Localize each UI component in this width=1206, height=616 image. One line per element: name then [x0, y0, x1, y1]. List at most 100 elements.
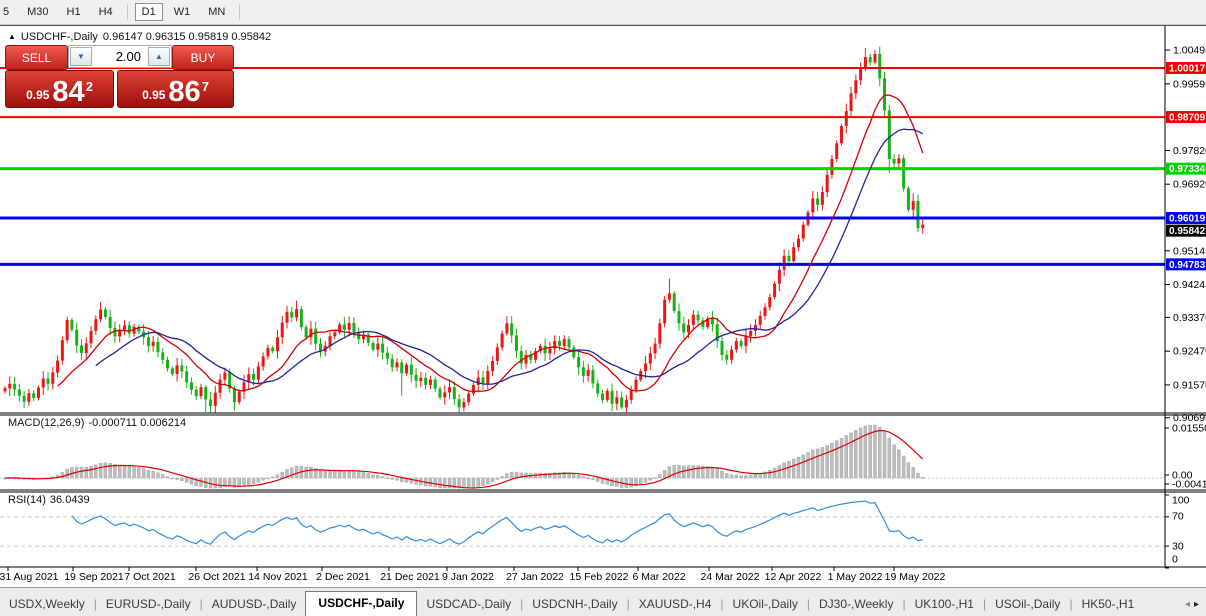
- rsi-axis-label: 30: [1172, 541, 1184, 553]
- tab-scroll-arrows: ◂▸: [1185, 599, 1203, 610]
- timeframe-toolbar: 5 M30 H1 H4 D1 W1 MN: [0, 0, 1206, 25]
- tab-scroll-right-icon[interactable]: ▸: [1193, 599, 1203, 610]
- date-tick-label: 15 Feb 2022: [570, 571, 629, 583]
- volume-stepper: ▼ 2.00 ▲: [68, 45, 172, 68]
- date-tick-label: 21 Dec 2021: [380, 571, 440, 583]
- tab-usdchf-daily[interactable]: USDCHF-,Daily: [305, 591, 418, 616]
- macd-panel[interactable]: [0, 424, 1165, 489]
- price-badge-label: 0.97334: [1169, 164, 1206, 175]
- tab-separator: |: [626, 597, 630, 611]
- sell-button[interactable]: SELL: [5, 45, 68, 70]
- tab-hk50-h1[interactable]: HK50-,H1: [1081, 597, 1135, 611]
- collapse-triangle-icon[interactable]: ▲: [8, 31, 16, 41]
- tab-usdcnh-daily[interactable]: USDCNH-,Daily: [532, 597, 618, 611]
- timeframe-button-d1[interactable]: D1: [134, 3, 163, 21]
- timeframe-button-w1[interactable]: W1: [173, 6, 191, 18]
- timeframe-button-m5[interactable]: 5: [3, 6, 10, 18]
- tab-separator: |: [806, 597, 810, 611]
- tab-separator: |: [902, 597, 906, 611]
- tab-uk100-h1[interactable]: UK100-,H1: [914, 597, 974, 611]
- symbol-tab-bar: USDX,Weekly | EURUSD-,Daily | AUDUSD-,Da…: [0, 587, 1206, 616]
- date-tick-label: 12 Apr 2022: [765, 571, 822, 583]
- rsi-line: [71, 500, 923, 545]
- price-tick-label: 0.99595: [1173, 78, 1206, 90]
- date-tick-label: 19 Sep 2021: [64, 571, 124, 583]
- date-tick-label: 9 Jan 2022: [442, 571, 494, 583]
- price-badge: [1166, 62, 1206, 74]
- triangle-down-icon: ▼: [77, 52, 85, 61]
- rsi-panel[interactable]: [0, 500, 1165, 547]
- toolbar-separator: [239, 4, 241, 20]
- one-click-trading-widget: SELL ▼ 2.00 ▲ BUY 0.95 84 2 0.95 86 7: [5, 45, 234, 108]
- price-tick-label: 0.90695: [1173, 412, 1206, 424]
- rsi-indicator-label: RSI(14) 36.0439: [8, 494, 90, 506]
- chart-ohlc-values: 0.96147 0.96315 0.95819 0.95842: [102, 31, 272, 43]
- date-tick-label: 14 Nov 2021: [248, 571, 308, 583]
- triangle-up-icon: ▲: [155, 52, 163, 61]
- macd-indicator-label: MACD(12,26,9) -0.000711 0.006214: [8, 417, 187, 429]
- tab-xauusd-h4[interactable]: XAUUSD-,H4: [638, 597, 712, 611]
- sell-big-figure: 0.95: [26, 88, 50, 102]
- tab-audusd-daily[interactable]: AUDUSD-,Daily: [211, 597, 297, 611]
- tab-usdcad-daily[interactable]: USDCAD-,Daily: [426, 597, 512, 611]
- tab-dj30-weekly[interactable]: DJ30-,Weekly: [819, 597, 894, 611]
- macd-axis-label: 0.015504: [1172, 423, 1206, 435]
- tab-separator: |: [199, 597, 203, 611]
- price-badge-label: 0.98709: [1169, 113, 1206, 124]
- tab-scroll-left-icon[interactable]: ◂: [1184, 599, 1194, 610]
- chart-symbol-label: USDCHF-,Daily: [20, 31, 98, 43]
- tab-usdx-weekly[interactable]: USDX,Weekly: [9, 597, 85, 611]
- price-badge-label: 1.00017: [1169, 64, 1206, 75]
- rsi-axis-label: 0: [1172, 554, 1178, 566]
- buy-pipette: 7: [201, 79, 209, 94]
- toolbar-separator: [126, 4, 128, 20]
- timeframe-button-m30[interactable]: M30: [27, 6, 49, 18]
- date-tick-label: 1 May 2022: [828, 571, 883, 583]
- macd-axis-label: 0.00: [1172, 470, 1193, 482]
- price-badge-label: 0.96019: [1169, 214, 1206, 225]
- timeframe-button-h1[interactable]: H1: [66, 6, 81, 18]
- price-badge: [1166, 162, 1206, 175]
- date-tick-label: 31 Aug 2021: [0, 571, 59, 583]
- tab-eurusd-daily[interactable]: EURUSD-,Daily: [105, 597, 191, 611]
- date-tick-label: 6 Mar 2022: [632, 571, 685, 583]
- volume-input[interactable]: 2.00: [115, 49, 141, 64]
- buy-big-figure: 0.95: [142, 88, 166, 102]
- tab-usoil-daily[interactable]: USOil-,Daily: [995, 597, 1061, 611]
- rsi-axis-label: 70: [1172, 511, 1184, 523]
- price-tick-label: 0.95145: [1173, 245, 1206, 257]
- date-tick-label: 24 Mar 2022: [701, 571, 760, 583]
- price-badge-label: 0.94783: [1169, 260, 1206, 271]
- moving-average-fast: [57, 94, 924, 392]
- date-tick-label: 19 May 2022: [885, 571, 946, 583]
- timeframe-button-mn[interactable]: MN: [208, 6, 226, 18]
- tab-separator: |: [720, 597, 724, 611]
- volume-decrease-button[interactable]: ▼: [70, 47, 92, 66]
- price-badge: [1166, 258, 1206, 271]
- sell-pipette: 2: [85, 79, 93, 94]
- buy-price-panel[interactable]: 0.95 86 7: [117, 70, 234, 108]
- macd-axis-label: -0.004118: [1172, 479, 1206, 491]
- date-tick-label: 26 Oct 2021: [188, 571, 245, 583]
- price-badge: [1166, 111, 1206, 124]
- horizontal-level-lines: [0, 67, 1165, 266]
- price-badge: [1166, 212, 1206, 224]
- rsi-axis-label: 100: [1172, 495, 1190, 507]
- price-tick-label: 0.94245: [1173, 279, 1206, 291]
- time-axis[interactable]: 31 Aug 2021 19 Sep 2021 7 Oct 2021 26 Oct 2…: [0, 567, 946, 583]
- tab-ukoil-daily[interactable]: UKOil-,Daily: [732, 597, 798, 611]
- volume-increase-button[interactable]: ▲: [148, 47, 170, 66]
- buy-button[interactable]: BUY: [172, 45, 234, 70]
- chart-title: ▲ USDCHF-,Daily 0.96147 0.96315 0.95819 …: [8, 31, 271, 43]
- sell-price-panel[interactable]: 0.95 84 2: [5, 70, 114, 108]
- timeframe-button-h4[interactable]: H4: [98, 6, 113, 18]
